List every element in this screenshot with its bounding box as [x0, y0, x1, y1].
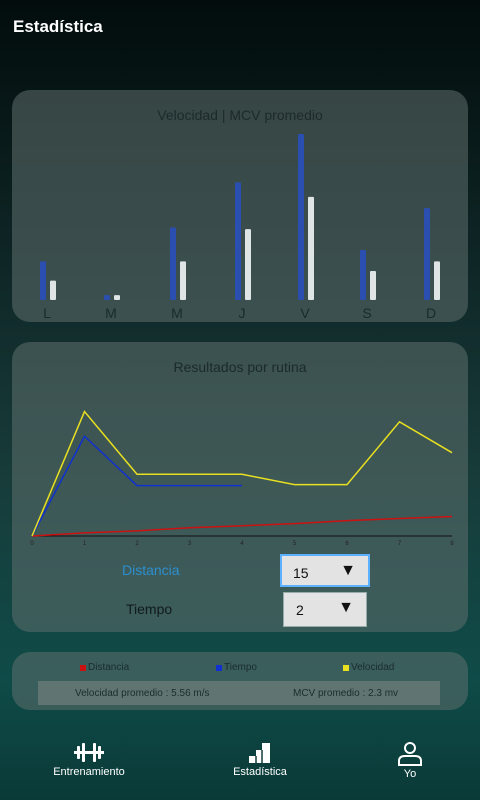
bar-mcv [308, 196, 314, 300]
bar-mcv [180, 261, 186, 300]
x-tick-label: 0 [30, 541, 34, 547]
nav-estadistica[interactable]: Estadística [200, 742, 320, 778]
nav-yo[interactable]: Yo [350, 742, 470, 780]
x-tick-label: 4 [240, 541, 244, 547]
x-tick-label: 6 [345, 541, 349, 547]
x-tick-label: 8 [450, 541, 454, 547]
x-tick-label: 5 [293, 541, 297, 547]
nav-label-entrenamiento: Entrenamiento [53, 766, 125, 778]
bar-velocidad [235, 182, 241, 300]
nav-label-yo: Yo [403, 768, 417, 780]
line-tiempo [31, 435, 242, 537]
tiempo-label: Tiempo [126, 601, 173, 617]
tiempo-value: 2 [296, 602, 304, 618]
speed-chart-card: Velocidad | MCV promedio L M M J V S D [12, 90, 468, 322]
stats-steps-icon [249, 743, 270, 763]
bar-mcv [434, 261, 440, 300]
nav-label-estadistica: Estadística [233, 766, 287, 778]
bar-velocidad [40, 261, 46, 300]
speed-chart-title: Velocidad | MCV promedio [157, 107, 323, 123]
bar-mcv [114, 295, 120, 300]
legend-distancia: Distancia [80, 662, 129, 673]
legend-velocidad: Velocidad [343, 662, 394, 673]
dumbbell-icon [74, 743, 104, 762]
x-tick-label: 7 [398, 541, 402, 547]
day-label: D [425, 305, 437, 321]
day-label: V [300, 305, 310, 321]
mcv-promedio: MCV promedio : 2.3 mv [293, 688, 399, 699]
legend-swatch-icon [80, 664, 86, 671]
routine-line-chart: 0 1 2 3 4 5 6 7 8 [30, 410, 454, 547]
bar-velocidad [298, 134, 304, 300]
legend-swatch-icon [343, 664, 349, 671]
bar-velocidad [424, 208, 430, 300]
speed-bar-chart [40, 134, 440, 300]
bar-mcv [245, 229, 251, 300]
legend-label: Velocidad [351, 662, 395, 673]
distancia-dropdown[interactable]: 15 ▼ [280, 554, 370, 587]
legend-swatch-icon [216, 664, 222, 671]
dropdown-arrow-icon: ▼ [338, 599, 354, 616]
distancia-value: 15 [293, 565, 309, 581]
bar-velocidad [360, 250, 366, 300]
routine-chart-card: Resultados por rutina 0 1 2 3 4 5 6 7 8 Distanci… [12, 342, 468, 632]
stats-bar: Velocidad promedio : 5.56 m/s MCV promed… [38, 681, 440, 705]
legend-label: Distancia [88, 662, 130, 673]
bar-mcv [370, 270, 376, 300]
nav-entrenamiento[interactable]: Entrenamiento [29, 742, 149, 778]
routine-chart-title: Resultados por rutina [173, 359, 307, 375]
legend-label: Tiempo [224, 662, 257, 673]
page-title: Estadística [13, 17, 103, 36]
bar-velocidad [104, 295, 110, 300]
bar-velocidad [170, 227, 176, 300]
distancia-label: Distancia [122, 562, 180, 578]
dropdown-arrow-icon: ▼ [340, 562, 356, 579]
tiempo-dropdown[interactable]: 2 ▼ [283, 592, 367, 627]
day-label: J [238, 305, 246, 321]
bar-mcv [50, 280, 56, 300]
x-tick-label: 3 [188, 541, 192, 547]
legend-tiempo: Tiempo [216, 662, 257, 673]
user-icon [398, 742, 422, 766]
day-label: S [362, 305, 372, 321]
day-label: M [105, 305, 117, 321]
day-label: L [43, 305, 51, 321]
x-tick-label: 1 [83, 541, 87, 547]
line-velocidad [31, 410, 453, 537]
velocidad-promedio: Velocidad promedio : 5.56 m/s [75, 688, 210, 699]
day-label: M [171, 305, 183, 321]
line-distancia [31, 515, 453, 537]
x-tick-label: 2 [135, 541, 139, 547]
legend-card: Distancia Tiempo Velocidad Velocidad pro… [12, 652, 468, 710]
